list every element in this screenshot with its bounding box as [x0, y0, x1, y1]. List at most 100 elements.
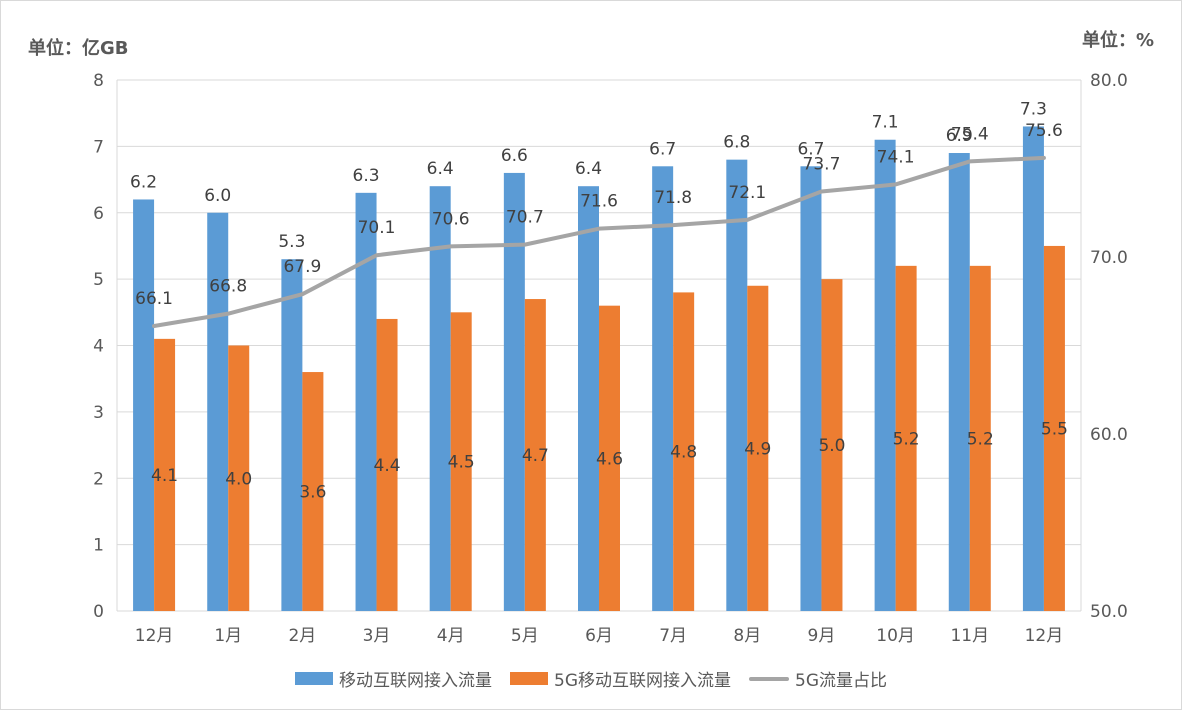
left-axis-unit-label: 单位：亿GB [28, 38, 129, 59]
data-label-5g: 3.6 [299, 483, 326, 503]
share-point [226, 312, 230, 316]
data-label-share: 66.1 [135, 289, 173, 309]
data-label-5g: 4.4 [374, 456, 401, 476]
left-tick-label: 6 [93, 204, 104, 224]
data-label-total: 6.4 [575, 159, 602, 179]
data-label-total: 6.8 [723, 133, 750, 153]
data-label-share: 74.1 [877, 147, 915, 167]
bar-total [948, 153, 970, 611]
right-tick-label: 60.0 [1090, 425, 1128, 445]
bar-series [133, 126, 1065, 612]
data-label-total: 6.9 [946, 126, 973, 146]
data-label-total: 5.3 [278, 232, 305, 252]
x-tick-label: 4月 [437, 626, 465, 646]
left-tick-label: 4 [93, 337, 104, 357]
data-label-total: 6.2 [130, 172, 157, 192]
x-tick-label: 7月 [659, 626, 687, 646]
data-label-total: 6.6 [501, 146, 528, 166]
x-tick-label: 12月 [135, 626, 174, 646]
left-axis-ticks: 0 1 2 3 4 5 6 7 8 [93, 71, 104, 622]
bar-5g [302, 372, 324, 611]
bar-total [503, 172, 525, 612]
legend-swatch-5g [510, 672, 548, 685]
left-tick-label: 8 [93, 71, 104, 91]
data-label-5g: 4.6 [596, 449, 623, 469]
share-point [449, 244, 453, 248]
legend: 移动互联网接入流量 5G移动互联网接入流量 5G流量占比 [0, 666, 1182, 691]
legend-swatch-total [295, 672, 333, 685]
data-label-5g: 5.5 [1041, 419, 1068, 439]
data-label-share: 75.6 [1025, 121, 1063, 141]
data-label-total: 6.7 [797, 139, 824, 159]
bar-5g [747, 285, 769, 611]
data-label-total: 6.3 [353, 166, 380, 186]
bar-total [652, 166, 674, 611]
data-label-5g: 4.0 [225, 469, 252, 489]
right-tick-label: 80.0 [1090, 71, 1128, 91]
data-label-share: 66.8 [209, 277, 247, 297]
right-tick-label: 70.0 [1090, 248, 1128, 268]
bar-5g [228, 345, 250, 611]
x-tick-label: 3月 [363, 626, 391, 646]
x-tick-label: 11月 [950, 626, 989, 646]
left-tick-label: 0 [93, 602, 104, 622]
x-tick-label: 9月 [808, 626, 836, 646]
left-tick-label: 2 [93, 469, 104, 489]
data-label-5g: 4.9 [744, 439, 771, 459]
left-tick-label: 1 [93, 536, 104, 556]
line-series [152, 155, 1046, 329]
left-tick-label: 3 [93, 403, 104, 423]
legend-item-share: 5G流量占比 [749, 666, 887, 691]
data-label-5g: 5.0 [818, 436, 845, 456]
bar-total [1022, 126, 1044, 612]
data-label-share: 72.1 [728, 183, 766, 203]
bar-total [578, 186, 599, 611]
share-point [671, 223, 675, 227]
share-point [968, 159, 972, 163]
data-label-share: 71.8 [654, 188, 692, 208]
share-point [300, 292, 304, 296]
bar-5g [154, 338, 176, 611]
data-label-share: 75.4 [951, 124, 989, 144]
data-label-total: 6.7 [649, 139, 676, 159]
data-label-5g: 4.1 [151, 466, 178, 486]
legend-label-5g: 5G移动互联网接入流量 [554, 671, 731, 691]
data-label-share: 70.1 [358, 218, 396, 238]
share-point [1042, 156, 1046, 160]
x-tick-label: 5月 [511, 626, 539, 646]
legend-item-total: 移动互联网接入流量 [295, 666, 492, 691]
share-point [819, 190, 823, 194]
x-tick-label: 10月 [876, 626, 915, 646]
data-label-total: 7.3 [1020, 99, 1047, 119]
bar-5g [1043, 245, 1065, 611]
combo-chart: 0 1 2 3 4 5 6 7 8 50.0 60.0 70.0 80.0 12月 1月 2月 3月 4月 5月… [93, 71, 1128, 646]
data-label-5g: 4.7 [522, 446, 549, 466]
share-point [597, 227, 601, 231]
x-tick-label: 12月 [1025, 626, 1064, 646]
data-label-5g: 4.8 [670, 443, 697, 463]
share-point [523, 243, 527, 247]
bar-total [429, 186, 451, 611]
legend-item-5g: 5G移动互联网接入流量 [510, 666, 731, 691]
left-tick-label: 5 [93, 270, 104, 290]
data-label-5g: 5.2 [893, 429, 920, 449]
bar-total [133, 199, 155, 611]
bar-5g [376, 318, 398, 611]
legend-swatch-share [749, 676, 789, 681]
x-axis-ticks: 12月 1月 2月 3月 4月 5月 6月 7月 8月 9月 10月 11月 12月 [135, 626, 1063, 646]
bar-total [726, 159, 748, 611]
data-label-share: 67.9 [283, 257, 321, 277]
data-labels: 6.2 4.1 6.0 4.0 5.3 3.6 6.3 4.4 6.4 4.5 6.6 4.7 6.4 4… [130, 99, 1068, 502]
data-label-share: 70.7 [506, 208, 544, 228]
bar-total [281, 259, 303, 611]
share-point [894, 182, 898, 186]
bar-total [207, 212, 229, 611]
bar-5g [673, 292, 695, 611]
bar-5g [895, 265, 917, 611]
share-point [745, 218, 749, 222]
data-label-5g: 4.5 [448, 453, 475, 473]
bar-5g [450, 312, 472, 611]
bar-5g [821, 279, 843, 611]
legend-label-total: 移动互联网接入流量 [339, 671, 492, 691]
x-tick-label: 6月 [585, 626, 613, 646]
